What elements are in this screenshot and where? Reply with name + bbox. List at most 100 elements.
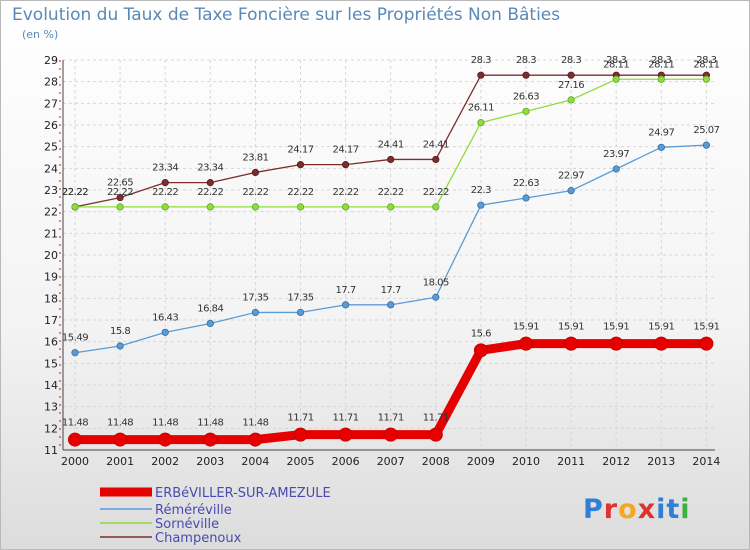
logo-letter: o	[618, 494, 638, 525]
data-label: 11.48	[197, 418, 223, 429]
logo-letter: i	[656, 494, 666, 525]
data-point	[477, 201, 485, 209]
data-point	[158, 432, 173, 447]
x-tick-label: 2010	[512, 455, 540, 468]
data-label: 11.48	[107, 418, 133, 429]
data-label: 11.48	[62, 418, 88, 429]
data-label: 28.3	[516, 55, 536, 66]
data-label: 22.22	[333, 187, 359, 198]
data-label: 23.34	[152, 163, 178, 174]
data-point	[71, 203, 79, 211]
data-point	[161, 179, 169, 187]
data-label: 15.91	[603, 322, 629, 333]
data-label: 15.49	[62, 333, 88, 344]
data-point	[206, 203, 214, 211]
data-point	[206, 319, 214, 328]
y-tick-label: 11	[44, 444, 58, 457]
data-label: 15.8	[110, 326, 130, 337]
data-label: 15.91	[693, 322, 719, 333]
data-label: 24.41	[423, 139, 449, 150]
y-tick-label: 18	[44, 292, 58, 305]
x-tick-label: 2007	[377, 455, 405, 468]
data-point	[383, 427, 398, 442]
data-point	[341, 301, 350, 309]
data-label: 15.91	[513, 322, 539, 333]
data-label: 22.65	[107, 178, 133, 189]
data-point	[296, 203, 305, 211]
data-label: 28.3	[471, 55, 491, 66]
y-tick-label: 29	[44, 54, 58, 67]
data-point	[657, 75, 665, 83]
data-point	[116, 342, 124, 350]
data-label: 28.11	[693, 59, 719, 70]
data-point	[116, 203, 124, 211]
data-label: 17.7	[335, 285, 355, 296]
x-tick-label: 2001	[106, 455, 134, 468]
data-label: 16.84	[197, 303, 223, 314]
data-point	[522, 107, 530, 115]
y-tick-label: 28	[44, 76, 58, 89]
data-label: 15.91	[558, 322, 584, 333]
data-label: 11.48	[242, 418, 268, 429]
data-label: 23.97	[603, 149, 629, 160]
data-label: 22.3	[471, 185, 491, 196]
data-point	[296, 161, 305, 169]
data-point	[432, 155, 440, 164]
data-label: 11.71	[333, 413, 359, 424]
data-point	[248, 432, 263, 447]
data-label: 28.3	[606, 55, 626, 66]
data-label: 18.05	[423, 277, 449, 288]
chart-title: Evolution du Taux de Taxe Foncière sur l…	[12, 5, 560, 25]
data-point	[473, 343, 488, 358]
legend-entry: Sornéville	[155, 517, 219, 532]
data-label: 28.11	[648, 59, 674, 70]
data-label: 15.6	[471, 328, 491, 339]
data-label: 22.22	[107, 187, 133, 198]
data-point	[293, 427, 308, 442]
data-label: 22.22	[378, 187, 404, 198]
x-tick-label: 2002	[151, 455, 179, 468]
logo-letter: P	[583, 494, 604, 525]
data-point	[341, 161, 350, 169]
data-label: 24.17	[333, 145, 359, 156]
data-label: 17.35	[287, 292, 313, 303]
x-tick-label: 2000	[61, 455, 89, 468]
data-point	[116, 193, 124, 202]
data-point	[387, 203, 395, 211]
data-point	[567, 71, 575, 79]
data-point	[477, 119, 485, 127]
data-label: 28.3	[696, 55, 716, 66]
logo-letter: t	[666, 494, 680, 525]
data-point	[68, 432, 82, 447]
y-tick-label: 17	[44, 314, 58, 327]
y-tick-label: 22	[44, 206, 58, 219]
data-label: 24.41	[378, 139, 404, 150]
data-point	[251, 308, 259, 317]
data-point	[522, 71, 530, 79]
data-point	[338, 427, 353, 442]
x-tick-label: 2012	[602, 455, 630, 468]
logo-letter: x	[638, 494, 656, 525]
logo-letter: r	[604, 494, 618, 525]
data-label: 22.22	[152, 187, 178, 198]
grid	[63, 59, 715, 451]
data-label: 24.97	[648, 127, 674, 138]
legend: ERBéVILLER-SUR-AMEZULE RémérévilleSornévi…	[100, 486, 331, 546]
x-tick-label: 2011	[557, 455, 585, 468]
x-tick-label: 2004	[241, 455, 269, 468]
data-label: 26.11	[468, 103, 494, 114]
y-tick-label: 14	[44, 379, 58, 392]
data-label: 11.71	[378, 413, 404, 424]
data-point	[296, 308, 305, 317]
y-tick-label: 19	[44, 271, 58, 284]
y-tick-label: 12	[44, 422, 58, 435]
data-label: 28.3	[561, 55, 581, 66]
x-tick-label: 2003	[196, 455, 224, 468]
data-point	[702, 75, 711, 83]
data-label: 28.11	[603, 59, 629, 70]
data-point	[612, 165, 620, 173]
legend-entry: ERBéVILLER-SUR-AMEZULE	[155, 486, 331, 501]
y-tick-label: 23	[44, 184, 58, 197]
data-point	[341, 203, 350, 211]
